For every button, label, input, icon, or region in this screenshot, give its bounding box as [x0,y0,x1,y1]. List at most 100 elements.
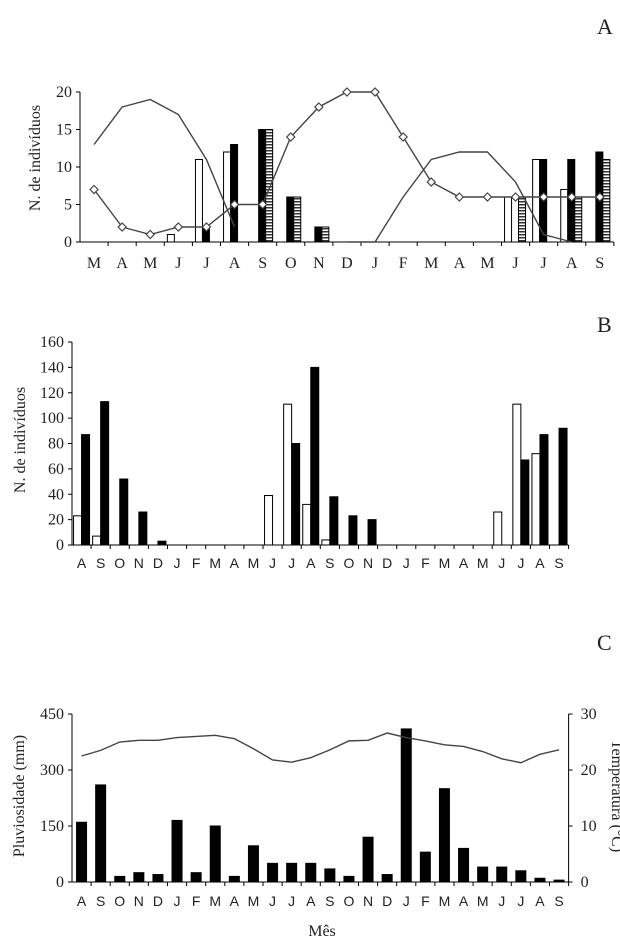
line-point [201,222,212,232]
bar [247,845,259,883]
x-tick-label: J [372,255,378,272]
x-tick-label: A [306,555,316,571]
y-tick-label: 0 [64,234,72,251]
bar [324,868,336,883]
x-tick-label: J [174,893,181,909]
bar [329,496,339,546]
bar [381,874,393,883]
line-point [595,192,605,202]
bar [114,875,126,883]
bar [92,535,102,546]
bar [532,159,541,243]
bar [321,539,331,546]
x-tick-label: A [77,893,87,909]
bar [293,196,302,243]
bar [518,196,527,243]
x-tick-label: J [517,893,524,909]
x-tick-label: S [96,893,105,909]
y-tick-label: 40 [48,486,64,503]
bar [152,874,164,883]
x-tick-label: O [114,555,125,571]
x-tick-label: O [344,893,355,909]
bar [493,511,503,546]
panel-letter-c: C [597,630,612,655]
x-tick-label: A [459,555,469,571]
x-tick-label: J [288,555,295,571]
bar [367,519,377,546]
x-tick-label: N [363,555,373,571]
bar [362,836,374,883]
bar [223,151,232,243]
x-tick-label: M [477,893,489,909]
x-tick-label: D [382,893,392,909]
bar [190,872,202,883]
x-tick-label: M [439,555,451,571]
line-point [342,87,352,97]
x-tick-label: J [403,555,410,571]
series-line [81,732,560,764]
line-point [173,222,184,232]
line-point [117,222,127,232]
x-tick-label: D [153,555,163,571]
line-point [257,199,268,210]
x-tick-label: F [421,555,430,571]
x-tick-label: S [325,893,334,909]
panel-b-ylabel: N. de indivíduos [12,387,29,493]
x-tick-label: J [175,255,181,272]
x-tick-label: S [595,255,604,272]
x-tick-label: A [116,255,128,272]
bar [504,196,513,243]
line-point [538,192,549,202]
bar [267,862,279,883]
x-tick-label: J [288,893,295,909]
bar [520,459,530,546]
x-tick-label: J [498,893,505,909]
bar [310,366,320,546]
bar [258,129,267,243]
y-tick-label: 140 [40,359,64,376]
x-tick-label: O [114,893,125,909]
y2-tick-label: 0 [581,874,589,891]
x-tick-label: D [153,893,163,909]
panel-c-xlabel: Mês [308,923,336,940]
x-tick-label: O [344,555,355,571]
x-tick-label: J [517,555,524,571]
x-tick-label: F [192,893,201,909]
y-tick-label: 0 [56,537,64,554]
panel-a-ylabel: N. de indivíduos [27,105,44,211]
x-tick-label: A [535,555,545,571]
bar [400,728,412,883]
x-tick-label: A [566,255,578,272]
line-point [89,184,99,195]
line-point [370,87,380,97]
bar [119,478,129,546]
bar [539,434,549,546]
x-tick-label: S [96,555,105,571]
panel-letter-b: B [597,312,612,337]
bar [133,872,145,883]
bar [209,825,221,883]
panel-letter-a: A [597,14,613,39]
x-tick-label: D [341,255,353,272]
bar [157,540,167,546]
x-tick-label: N [134,893,144,909]
line-point [285,132,296,142]
x-tick-label: M [248,893,260,909]
bar [95,784,107,883]
bar [314,226,323,243]
y2-tick-label: 10 [581,818,597,835]
bar [553,879,565,883]
y-tick-label: 80 [48,436,64,453]
y-tick-label: 160 [40,334,64,351]
x-tick-label: M [143,255,157,272]
x-tick-label: M [424,255,438,272]
x-tick-label: J [403,893,410,909]
x-tick-label: N [363,893,373,909]
x-tick-label: J [541,255,547,272]
y-tick-label: 5 [64,197,72,214]
bar [302,503,312,546]
